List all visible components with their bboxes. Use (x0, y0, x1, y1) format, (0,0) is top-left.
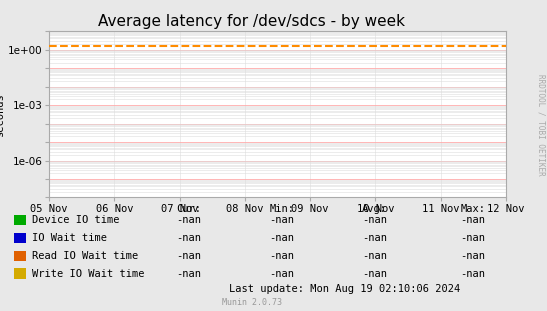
Text: -nan: -nan (269, 251, 294, 261)
Text: IO Wait time: IO Wait time (32, 233, 107, 243)
Text: Min:: Min: (269, 204, 294, 214)
Text: -nan: -nan (176, 251, 201, 261)
Text: -nan: -nan (362, 269, 387, 279)
Text: Write IO Wait time: Write IO Wait time (32, 269, 145, 279)
Text: -nan: -nan (269, 269, 294, 279)
Text: -nan: -nan (461, 251, 486, 261)
Text: -nan: -nan (269, 216, 294, 225)
Text: -nan: -nan (362, 233, 387, 243)
Text: RRDTOOL / TOBI OETIKER: RRDTOOL / TOBI OETIKER (537, 73, 546, 175)
Text: Average latency for /dev/sdcs - by week: Average latency for /dev/sdcs - by week (98, 14, 405, 29)
Text: Last update: Mon Aug 19 02:10:06 2024: Last update: Mon Aug 19 02:10:06 2024 (229, 284, 460, 294)
Text: -nan: -nan (269, 233, 294, 243)
Text: Cur:: Cur: (176, 204, 201, 214)
Text: Munin 2.0.73: Munin 2.0.73 (222, 298, 282, 307)
Text: Device IO time: Device IO time (32, 216, 120, 225)
Text: -nan: -nan (176, 233, 201, 243)
Text: Read IO Wait time: Read IO Wait time (32, 251, 138, 261)
Y-axis label: seconds: seconds (0, 92, 5, 136)
Text: Max:: Max: (461, 204, 486, 214)
Text: -nan: -nan (461, 233, 486, 243)
Text: -nan: -nan (176, 216, 201, 225)
Text: -nan: -nan (461, 269, 486, 279)
Text: -nan: -nan (362, 251, 387, 261)
Text: -nan: -nan (362, 216, 387, 225)
Text: -nan: -nan (461, 216, 486, 225)
Text: Avg:: Avg: (362, 204, 387, 214)
Text: -nan: -nan (176, 269, 201, 279)
